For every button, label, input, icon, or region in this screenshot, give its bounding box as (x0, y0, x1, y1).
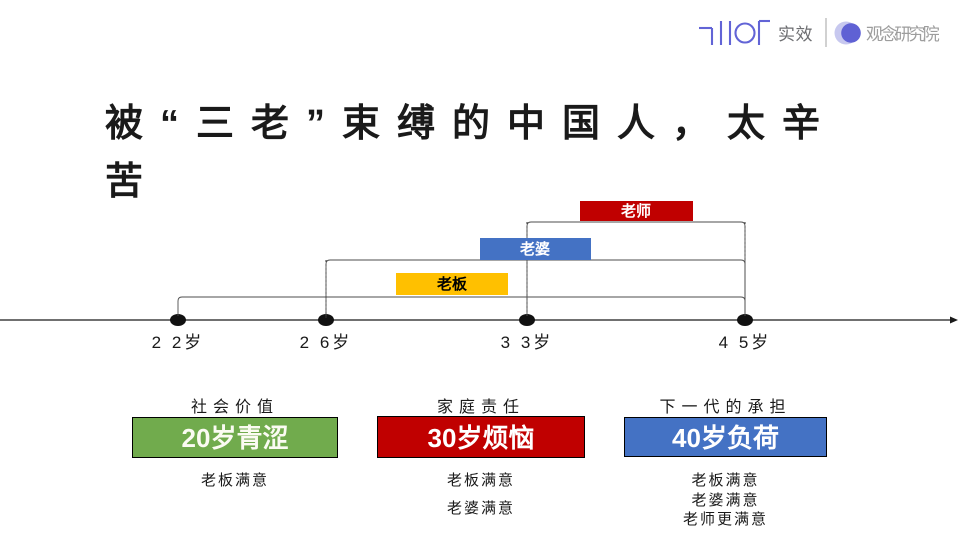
svg-text:老婆: 老婆 (519, 240, 550, 258)
svg-text:2 6岁: 2 6岁 (300, 333, 353, 352)
svg-text:3 3岁: 3 3岁 (501, 333, 554, 352)
svg-text:老师: 老师 (620, 202, 651, 220)
svg-text:老板: 老板 (436, 275, 468, 293)
svg-text:2 2岁: 2 2岁 (152, 333, 205, 352)
svg-text:4 5岁: 4 5岁 (719, 333, 772, 352)
